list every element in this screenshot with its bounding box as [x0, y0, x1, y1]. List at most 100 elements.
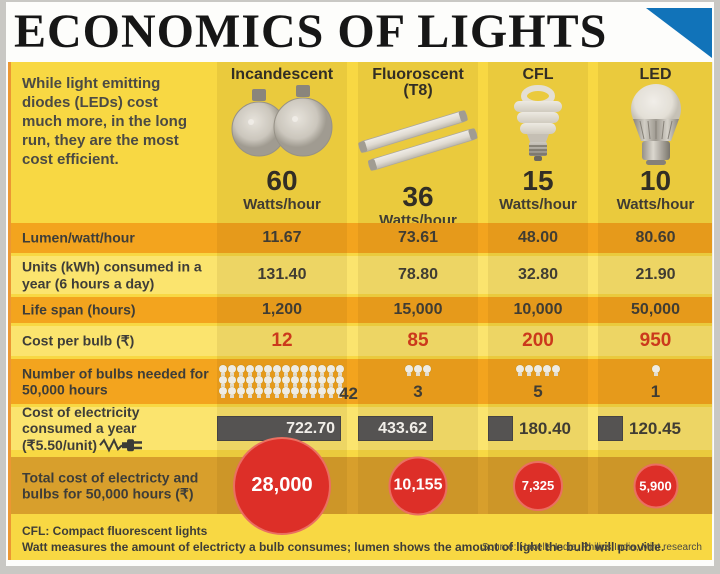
cell-value: 78.80	[397, 266, 439, 283]
total-cost-circle: 5,900	[633, 463, 678, 508]
table-cell: 15,000	[358, 297, 478, 323]
table-cell: 85	[358, 326, 478, 356]
bulb-icon	[245, 365, 254, 376]
table-cell: 28,000	[217, 436, 347, 535]
cost-bar	[488, 416, 513, 441]
bulb-icon	[227, 387, 236, 398]
footnotes: CFL: Compact fluorescent lights Watt mea…	[11, 514, 712, 554]
bulb-icon	[236, 387, 245, 398]
row-cost-per-bulb: Cost per bulb (₹) 12 85 200 950	[11, 326, 712, 356]
total-cost-circle: 7,325	[513, 460, 563, 511]
bulb-icon	[281, 387, 290, 398]
column-title: Fluoroscent (T8)	[372, 66, 464, 99]
bulb-icon	[516, 365, 524, 376]
comparison-table: Lumen/watt/hour 11.67 73.61 48.00 80.60 Units…	[11, 223, 713, 535]
table-cell: 120.45	[598, 407, 713, 450]
table-cell: 48.00	[488, 223, 588, 253]
bulb-icon	[299, 376, 308, 387]
power-plug-icon	[99, 437, 143, 453]
table-cell: 80.60	[598, 223, 713, 253]
intro-text: While light emitting diodes (LEDs) cost …	[22, 75, 188, 169]
row-lumen-watt-hour: Lumen/watt/hour 11.67 73.61 48.00 80.60	[11, 223, 712, 253]
bulb-icon	[218, 365, 227, 376]
bulb-icon	[290, 376, 299, 387]
bulb-count: 42	[339, 384, 358, 403]
bulb-icon	[543, 365, 551, 376]
cell-value: 48.00	[517, 229, 559, 246]
bulb-icon	[236, 365, 245, 376]
table-cell: 42	[217, 359, 358, 404]
row-units-kwh-consumed-in-a-year-6-hours-a-day: Units (kWh) consumed in a year (6 hours …	[11, 256, 712, 294]
bulb-icon	[272, 387, 281, 398]
bulb-icon	[317, 387, 326, 398]
row-label: Units (kWh) consumed in a year (6 hours …	[22, 258, 202, 291]
bar-value: 120.45	[629, 418, 681, 438]
table-cell: 5,900	[598, 457, 713, 514]
cell-value: 1,200	[261, 301, 303, 318]
bulb-icon	[218, 387, 227, 398]
bulb-icon	[227, 376, 236, 387]
table-cell: 131.40	[217, 256, 347, 294]
table-cell: 5	[488, 359, 588, 404]
cell-value: 11.67	[262, 229, 302, 246]
table-cell: 950	[598, 326, 713, 356]
table-cell: 180.40	[488, 407, 588, 450]
watts-value: 36	[402, 181, 434, 212]
bar-value: 180.40	[519, 418, 571, 438]
incandescent-bulb-pair-icon	[217, 83, 347, 167]
watts-value: 10	[639, 165, 672, 196]
bulb-icon	[290, 387, 299, 398]
bulb-icon	[299, 365, 308, 376]
table-cell: 1,200	[217, 297, 347, 323]
footnote-cfl: CFL: Compact fluorescent lights	[22, 524, 208, 538]
bulb-icon	[299, 387, 308, 398]
bulb-icon	[423, 365, 431, 376]
watts-value: 60	[266, 165, 298, 196]
cell-value: 15,000	[393, 301, 443, 318]
table-cell: 50,000	[598, 297, 713, 323]
led-bulb-icon	[598, 83, 713, 167]
bulb-group: 3	[405, 363, 432, 400]
column-header-cfl: CFL 15 Watts/hour	[488, 62, 588, 220]
table-cell: 7,325	[488, 457, 588, 514]
bulb-icon	[281, 376, 290, 387]
watts-unit: Watts/hour	[499, 196, 577, 213]
row-number-of-bulbs-needed-for-50-000-hours: Number of bulbs needed for 50,000 hours 4…	[11, 359, 712, 404]
cell-value: 73.61	[397, 229, 439, 246]
row-life-span-hours: Life span (hours) 1,200 15,000 10,000 50,000	[11, 297, 712, 323]
cell-value: 80.60	[635, 229, 676, 246]
table-cell: 21.90	[598, 256, 713, 294]
cost-bar	[598, 416, 623, 441]
bulb-icon	[254, 387, 263, 398]
bulb-icon	[308, 376, 317, 387]
row-label: Total cost of electricty and bulbs for 5…	[22, 468, 199, 502]
row-label: Life span (hours)	[22, 301, 136, 318]
bulb-count: 5	[533, 382, 543, 401]
column-header-fluoroscent-t8: Fluoroscent (T8) 36 Watts/hour	[358, 62, 478, 229]
watts-value: 15	[522, 165, 554, 196]
bulb-icon	[227, 365, 236, 376]
bulb-count: 3	[413, 382, 423, 401]
column-title: CFL	[522, 66, 554, 83]
column-header-area: While light emitting diodes (LEDs) cost …	[11, 62, 713, 230]
cfl-spiral-bulb-icon	[488, 83, 588, 167]
bulb-count: 1	[650, 382, 661, 401]
bulb-icon	[525, 365, 533, 376]
bulb-group: 5	[516, 363, 561, 400]
bulb-icon	[335, 376, 344, 387]
bulb-icon	[263, 365, 272, 376]
bulb-icon	[335, 387, 344, 398]
table-cell: 10,000	[488, 297, 588, 323]
bulb-icon	[245, 387, 254, 398]
bulb-icon	[254, 376, 263, 387]
bulb-icon	[272, 365, 281, 376]
bulb-icon	[236, 376, 245, 387]
bulb-icon	[308, 387, 317, 398]
bulb-icon	[308, 365, 317, 376]
bulb-icon	[534, 365, 542, 376]
bulb-group: 1	[651, 363, 660, 400]
bulb-icon	[218, 376, 227, 387]
bulb-icon	[405, 365, 413, 376]
table-cell: 12	[217, 326, 347, 356]
cell-value: 200	[522, 330, 554, 351]
